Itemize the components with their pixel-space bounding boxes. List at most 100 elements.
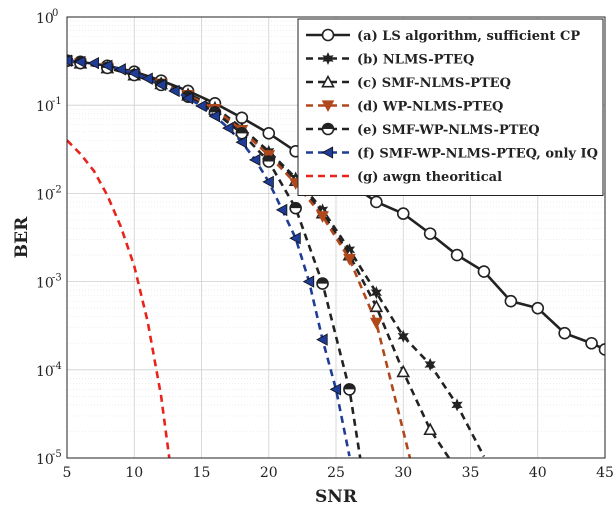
y-tick-label: 10 (36, 99, 54, 115)
data-point (397, 329, 409, 343)
data-point (343, 383, 356, 396)
data-point (423, 227, 437, 240)
data-point (262, 155, 276, 168)
legend-item: (c) SMF-NLMS-PTEQ (306, 74, 511, 91)
data-point (275, 203, 288, 217)
x-tick-label: 25 (327, 465, 345, 481)
data-point (451, 398, 463, 412)
data-point (195, 99, 207, 113)
data-point (321, 100, 335, 113)
x-tick-label: 35 (462, 465, 480, 481)
y-tick-label: 10 (36, 364, 54, 380)
data-point (423, 422, 437, 436)
series-g (67, 139, 180, 458)
data-point (321, 74, 335, 88)
series-line (67, 139, 180, 458)
data-point (154, 78, 167, 92)
legend-item: (e) SMF-WP-NLMS-PTEQ (306, 122, 540, 138)
data-point (424, 357, 436, 371)
data-point (248, 153, 261, 167)
x-tick-label: 5 (63, 465, 72, 481)
data-point (585, 336, 598, 350)
legend-item: (a) LS algorithm, sufficient CP (306, 28, 580, 44)
series-line (67, 59, 486, 458)
x-tick-label: 45 (596, 465, 614, 481)
series-f (67, 54, 351, 457)
data-point (477, 265, 491, 278)
data-point (181, 92, 194, 105)
legend-label: (c) SMF-NLMS-PTEQ (357, 76, 511, 91)
data-point-half (209, 106, 221, 113)
legend-label: (g) awgn theoritical (357, 170, 502, 185)
y-tick-label: 10 (36, 452, 54, 468)
data-point (168, 84, 180, 98)
legend-item: (g) awgn theoritical (306, 170, 502, 185)
data-point (74, 55, 86, 69)
legend-item: (f) SMF-WP-NLMS-PTEQ, only IQ (306, 146, 598, 162)
x-tick-label: 30 (394, 465, 412, 481)
data-point (396, 207, 410, 220)
y-tick-exponent: -3 (52, 273, 62, 284)
data-point (316, 333, 328, 346)
data-point (531, 301, 545, 315)
data-point (302, 275, 315, 288)
legend-label: (f) SMF-WP-NLMS-PTEQ, only IQ (357, 147, 598, 162)
x-tick-labels: 5 10 15 20 25 30 35 40 45 (63, 465, 614, 481)
data-point (262, 175, 274, 189)
data-point (322, 52, 334, 65)
data-point (289, 201, 302, 215)
data-point (321, 122, 335, 136)
data-point (262, 127, 276, 140)
data-point (343, 253, 356, 266)
y-tick-label: 10 (36, 11, 54, 27)
y-axis-title: BER (12, 216, 32, 258)
legend-item: (b) NLMS-PTEQ (306, 52, 474, 68)
legend-label: (b) NLMS-PTEQ (357, 53, 474, 68)
data-point (321, 146, 334, 159)
data-point (114, 63, 126, 76)
data-point (67, 54, 73, 67)
data-point (208, 110, 221, 123)
data-point (316, 277, 329, 290)
y-tick-exponent: -1 (52, 96, 62, 107)
y-tick-exponent: -2 (52, 184, 62, 195)
data-point (370, 195, 383, 209)
data-point (369, 299, 384, 313)
y-tick-label: 10 (36, 276, 54, 292)
data-point (321, 28, 335, 42)
series-layer (67, 53, 605, 458)
x-tick-label: 40 (529, 465, 547, 481)
legend-item: (d) WP-NLMS-PTEQ (306, 100, 503, 115)
x-tick-label: 10 (125, 465, 143, 481)
data-point (396, 364, 411, 378)
data-point (222, 121, 234, 135)
data-point (370, 317, 383, 330)
x-axis-title: SNR (315, 487, 358, 507)
series-line (67, 59, 412, 458)
data-point (87, 56, 99, 70)
y-tick-exponent: -4 (52, 361, 62, 372)
data-point-half (290, 202, 302, 209)
data-point (127, 67, 140, 80)
y-tick-label: 10 (36, 187, 54, 203)
data-point (450, 248, 464, 262)
data-point (504, 294, 518, 308)
data-point-half (322, 123, 334, 129)
legend: (a) LS algorithm, sufficient CP (b) NLMS-… (297, 18, 604, 196)
data-point (370, 286, 382, 300)
legend-label: (d) WP-NLMS-PTEQ (357, 100, 503, 115)
data-point (598, 343, 605, 356)
data-point-half (236, 127, 248, 134)
data-point (316, 211, 329, 223)
y-tick-exponent: 0 (52, 8, 58, 19)
data-point (558, 326, 571, 340)
data-point-half (263, 155, 275, 162)
x-tick-label: 15 (193, 465, 211, 481)
data-point (329, 383, 342, 396)
data-point (289, 232, 301, 245)
axes-frame (66, 16, 606, 459)
data-point-half (343, 383, 355, 390)
